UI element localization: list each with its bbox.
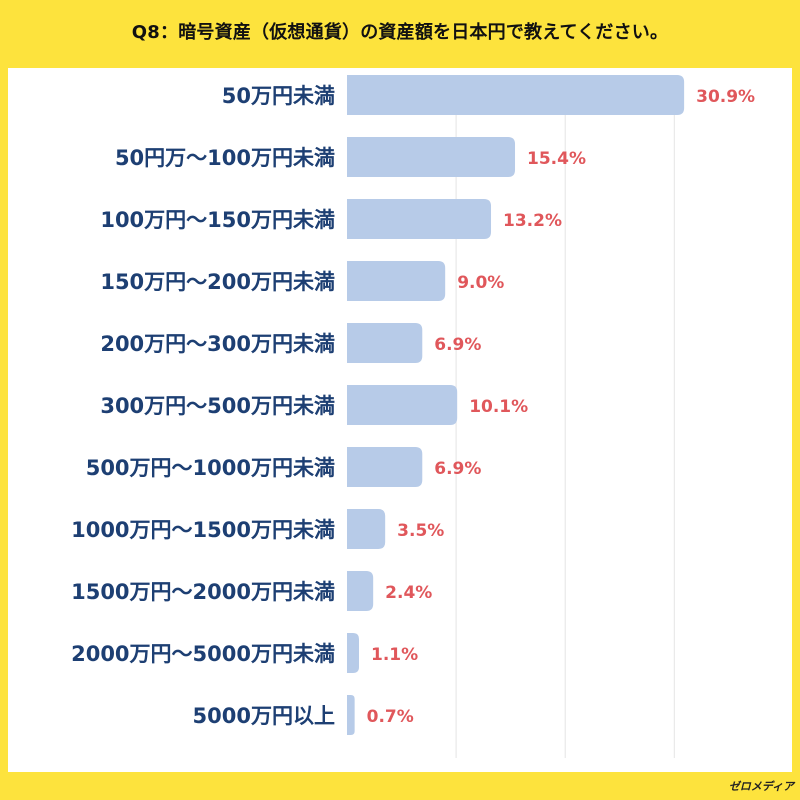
value-label: 0.7% <box>367 707 414 727</box>
chart-panel: 50万円未満 30.9% 50円万〜100万円未満 15.4% 100万円〜150万円未… <box>8 68 792 772</box>
category-label: 5000万円以上 <box>193 704 335 728</box>
bar <box>347 75 685 115</box>
category-label: 1000万円〜1500万円未満 <box>71 518 335 542</box>
category-label: 50万円未満 <box>222 84 335 108</box>
value-label: 13.2% <box>503 211 562 231</box>
value-label: 9.0% <box>457 273 504 293</box>
chart-title: Q8：暗号資産（仮想通貨）の資産額を日本円で教えてください。 <box>131 22 669 43</box>
category-label: 150万円〜200万円未満 <box>100 270 335 294</box>
value-label: 15.4% <box>527 149 586 169</box>
bar-chart: 50万円未満 30.9% 50円万〜100万円未満 15.4% 100万円〜150万円未… <box>71 75 755 758</box>
brand-logo: ゼロメディア <box>728 780 794 793</box>
bar <box>347 571 374 611</box>
bar <box>347 137 516 177</box>
value-label: 3.5% <box>397 521 444 541</box>
value-label: 10.1% <box>469 397 528 417</box>
category-label: 500万円〜1000万円未満 <box>86 456 335 480</box>
bar <box>347 447 423 487</box>
value-label: 30.9% <box>696 87 755 107</box>
bar <box>347 633 360 673</box>
category-label: 2000万円〜5000万円未満 <box>71 642 335 666</box>
bar <box>347 385 458 425</box>
category-label: 50円万〜100万円未満 <box>115 146 335 170</box>
value-label: 1.1% <box>371 645 418 665</box>
value-label: 6.9% <box>434 335 481 355</box>
bar <box>347 261 446 301</box>
category-label: 1500万円〜2000万円未満 <box>71 580 335 604</box>
bar <box>347 695 355 735</box>
bar <box>347 509 386 549</box>
bar <box>347 323 423 363</box>
category-label: 200万円〜300万円未満 <box>100 332 335 356</box>
value-label: 6.9% <box>434 459 481 479</box>
value-label: 2.4% <box>385 583 432 603</box>
bar <box>347 199 492 239</box>
category-label: 100万円〜150万円未満 <box>100 208 335 232</box>
category-label: 300万円〜500万円未満 <box>100 394 335 418</box>
